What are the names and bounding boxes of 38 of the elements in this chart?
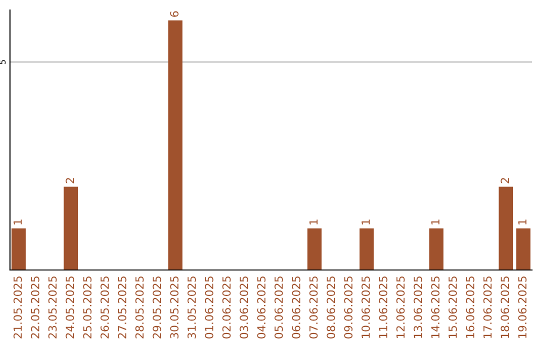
x-tick-label: 27.05.2025 (118, 276, 126, 338)
x-tick-label: 13.06.2025 (414, 276, 422, 338)
x-tick-label: 28.05.2025 (135, 276, 144, 338)
data-label: 1 (14, 220, 22, 224)
x-tick-label: 05.06.2025 (274, 276, 283, 338)
x-tick-label: 31.05.2025 (188, 276, 196, 338)
x-tick-label: 22.05.2025 (30, 276, 40, 338)
x-tick-label: 09.06.2025 (344, 276, 353, 338)
x-tick-label: 26.05.2025 (100, 276, 109, 338)
x-tick-label: 10.06.2025 (362, 276, 370, 338)
x-tick-label: 04.06.2025 (257, 276, 266, 338)
x-tick-label: 19.06.2025 (518, 276, 527, 338)
x-tick-label: 30.05.2025 (170, 276, 179, 338)
x-tick-label: 21.05.2025 (14, 276, 22, 338)
x-tick-label: 29.05.2025 (152, 276, 162, 338)
data-label: 2 (500, 178, 509, 184)
x-tick-label: 06.06.2025 (292, 276, 300, 338)
x-tick-label: 08.06.2025 (326, 276, 336, 338)
x-tick-label: 07.06.2025 (309, 276, 318, 338)
x-tick-label: 15.06.2025 (448, 276, 457, 338)
x-tick-label: 11.06.2025 (378, 276, 388, 338)
x-tick-label: 25.05.2025 (83, 276, 92, 338)
data-label: 1 (362, 220, 370, 224)
data-label: 1 (431, 220, 440, 224)
x-tick-label: 03.06.2025 (240, 276, 248, 338)
x-tick-label: 02.06.2025 (222, 276, 231, 338)
x-tick-label: 14.06.2025 (431, 276, 440, 338)
x-tick-label: 16.06.2025 (466, 276, 474, 338)
x-tick-label: 18.06.2025 (500, 276, 510, 338)
x-tick-label: 24.05.2025 (66, 276, 74, 338)
x-tick-label: 01.06.2025 (204, 276, 214, 338)
data-label: 6 (170, 11, 179, 17)
x-tick-label: 23.05.2025 (48, 276, 57, 338)
x-tick-label: 12.06.2025 (396, 276, 405, 338)
x-tick-label: 17.06.2025 (483, 276, 492, 338)
data-label: 1 (518, 220, 526, 224)
data-label: 1 (309, 220, 318, 224)
data-label: 2 (66, 178, 74, 184)
